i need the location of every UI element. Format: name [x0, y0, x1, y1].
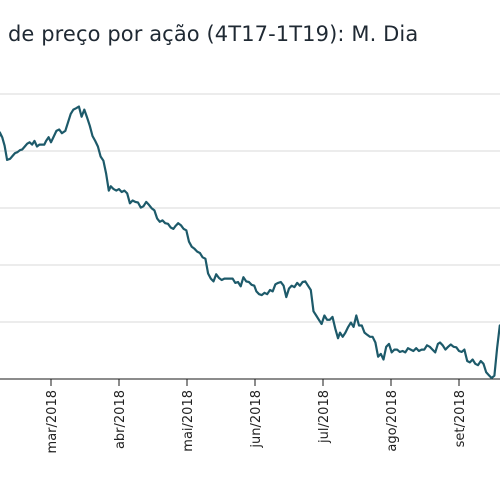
x-tick-label: jun/2018 — [249, 390, 264, 449]
chart-title: de preço por ação (4T17-1T19): M. Dia — [8, 22, 419, 46]
series-layer — [0, 105, 500, 380]
x-tick-label: abr/2018 — [113, 390, 128, 449]
x-tick-label: mai/2018 — [181, 390, 196, 452]
x-tick-label: set/2018 — [453, 390, 468, 447]
x-tick-labels: fev/2018mar/2018abr/2018mai/2018jun/2018… — [45, 390, 468, 453]
x-tick-label: jul/2018 — [317, 390, 332, 444]
x-tick-label: mar/2018 — [45, 390, 60, 453]
gridlines — [0, 93, 500, 323]
x-tick-label: ago/2018 — [385, 390, 400, 452]
x-axis — [0, 378, 500, 386]
series-line — [0, 105, 500, 380]
